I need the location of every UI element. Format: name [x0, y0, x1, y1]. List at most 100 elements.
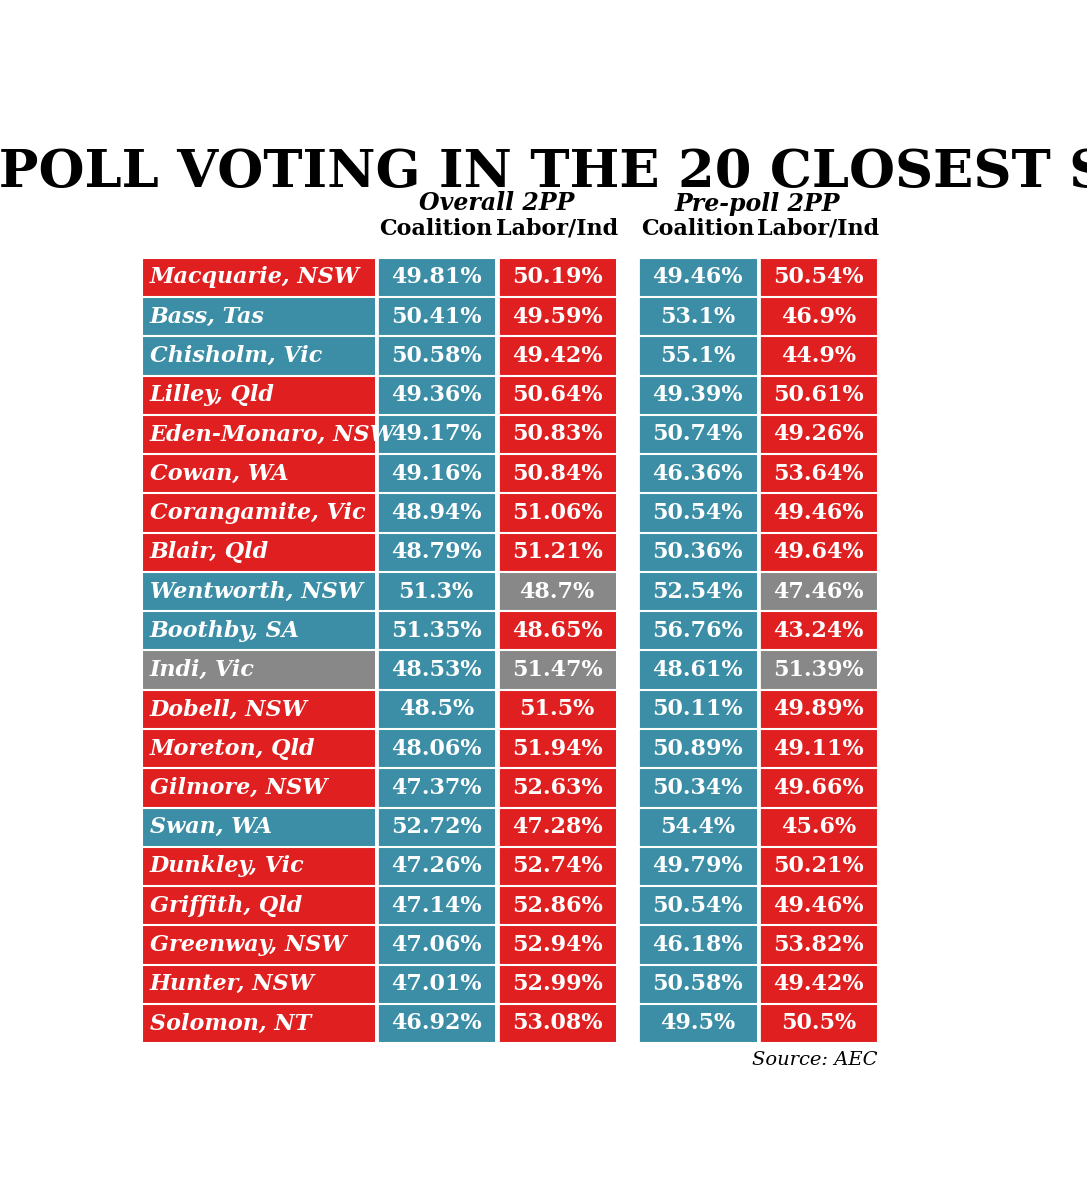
- Bar: [638, 728, 757, 768]
- Bar: [759, 258, 877, 297]
- Bar: [759, 454, 877, 494]
- Bar: [759, 1004, 877, 1043]
- Text: 49.11%: 49.11%: [773, 738, 863, 760]
- Bar: [759, 847, 877, 887]
- Text: 52.86%: 52.86%: [512, 895, 602, 916]
- Text: Lilley, Qld: Lilley, Qld: [150, 385, 275, 406]
- Text: 53.64%: 53.64%: [773, 462, 863, 485]
- Bar: [377, 690, 496, 728]
- Text: 47.14%: 47.14%: [391, 895, 482, 916]
- Bar: [377, 807, 496, 847]
- Text: 51.39%: 51.39%: [773, 659, 863, 680]
- Text: 52.54%: 52.54%: [652, 581, 742, 603]
- Text: 54.4%: 54.4%: [660, 816, 735, 839]
- Bar: [498, 258, 616, 297]
- Bar: [638, 887, 757, 925]
- Text: Moreton, Qld: Moreton, Qld: [150, 738, 315, 760]
- Bar: [498, 297, 616, 337]
- Bar: [498, 571, 616, 611]
- Bar: [638, 611, 757, 651]
- Bar: [638, 847, 757, 887]
- Text: 45.6%: 45.6%: [780, 816, 855, 839]
- Text: 53.08%: 53.08%: [512, 1012, 602, 1035]
- Text: 49.81%: 49.81%: [391, 266, 482, 289]
- Text: 49.36%: 49.36%: [391, 385, 482, 406]
- Bar: [142, 297, 375, 337]
- Bar: [377, 651, 496, 690]
- Text: 50.41%: 50.41%: [391, 305, 482, 327]
- Bar: [142, 728, 375, 768]
- Bar: [638, 651, 757, 690]
- Text: Boothby, SA: Boothby, SA: [150, 619, 300, 642]
- Text: 47.46%: 47.46%: [773, 581, 863, 603]
- Text: 55.1%: 55.1%: [660, 345, 735, 367]
- Text: 43.24%: 43.24%: [773, 619, 863, 642]
- Bar: [377, 925, 496, 964]
- Text: 47.06%: 47.06%: [391, 934, 482, 956]
- Bar: [638, 454, 757, 494]
- Text: 49.66%: 49.66%: [773, 776, 863, 799]
- Text: 49.39%: 49.39%: [652, 385, 742, 406]
- Bar: [377, 454, 496, 494]
- Text: 49.79%: 49.79%: [652, 855, 742, 877]
- Bar: [377, 375, 496, 415]
- Text: 50.61%: 50.61%: [773, 385, 863, 406]
- Text: Dobell, NSW: Dobell, NSW: [150, 698, 308, 720]
- Bar: [377, 768, 496, 807]
- Bar: [498, 847, 616, 887]
- Text: Eden-Monaro, NSW: Eden-Monaro, NSW: [150, 423, 396, 446]
- Bar: [638, 337, 757, 375]
- Bar: [142, 847, 375, 887]
- Text: Swan, WA: Swan, WA: [150, 816, 272, 839]
- Bar: [638, 533, 757, 571]
- Bar: [142, 533, 375, 571]
- Text: 48.61%: 48.61%: [652, 659, 742, 680]
- Bar: [142, 611, 375, 651]
- Text: Labor/Ind: Labor/Ind: [758, 218, 879, 240]
- Text: 52.74%: 52.74%: [512, 855, 602, 877]
- Bar: [377, 337, 496, 375]
- Bar: [759, 807, 877, 847]
- Bar: [142, 375, 375, 415]
- Bar: [759, 611, 877, 651]
- Text: Coalition: Coalition: [640, 218, 754, 240]
- Bar: [377, 571, 496, 611]
- Text: Macquarie, NSW: Macquarie, NSW: [150, 266, 360, 289]
- Text: 50.84%: 50.84%: [512, 462, 602, 485]
- Bar: [759, 375, 877, 415]
- Text: Indi, Vic: Indi, Vic: [150, 659, 254, 680]
- Bar: [142, 768, 375, 807]
- Bar: [759, 651, 877, 690]
- Text: 50.36%: 50.36%: [652, 541, 742, 563]
- Bar: [498, 375, 616, 415]
- Text: 48.65%: 48.65%: [512, 619, 602, 642]
- Bar: [638, 1004, 757, 1043]
- Text: 49.17%: 49.17%: [391, 423, 482, 446]
- Bar: [142, 651, 375, 690]
- Bar: [142, 1004, 375, 1043]
- Bar: [377, 494, 496, 533]
- Text: 49.42%: 49.42%: [773, 973, 863, 996]
- Text: Solomon, NT: Solomon, NT: [150, 1012, 311, 1035]
- Text: 44.9%: 44.9%: [780, 345, 855, 367]
- Text: Chisholm, Vic: Chisholm, Vic: [150, 345, 322, 367]
- Text: 47.26%: 47.26%: [391, 855, 482, 877]
- Bar: [377, 533, 496, 571]
- Bar: [498, 925, 616, 964]
- Text: 49.5%: 49.5%: [660, 1012, 735, 1035]
- Bar: [377, 964, 496, 1004]
- Bar: [638, 375, 757, 415]
- Text: 46.9%: 46.9%: [780, 305, 855, 327]
- Text: Labor/Ind: Labor/Ind: [496, 218, 619, 240]
- Bar: [142, 925, 375, 964]
- Bar: [759, 925, 877, 964]
- Text: 50.74%: 50.74%: [652, 423, 742, 446]
- Text: 50.83%: 50.83%: [512, 423, 602, 446]
- Bar: [142, 415, 375, 454]
- Text: Overall 2PP: Overall 2PP: [418, 192, 574, 216]
- Text: 56.76%: 56.76%: [652, 619, 742, 642]
- Bar: [142, 494, 375, 533]
- Bar: [638, 807, 757, 847]
- Text: 48.06%: 48.06%: [391, 738, 482, 760]
- Bar: [638, 258, 757, 297]
